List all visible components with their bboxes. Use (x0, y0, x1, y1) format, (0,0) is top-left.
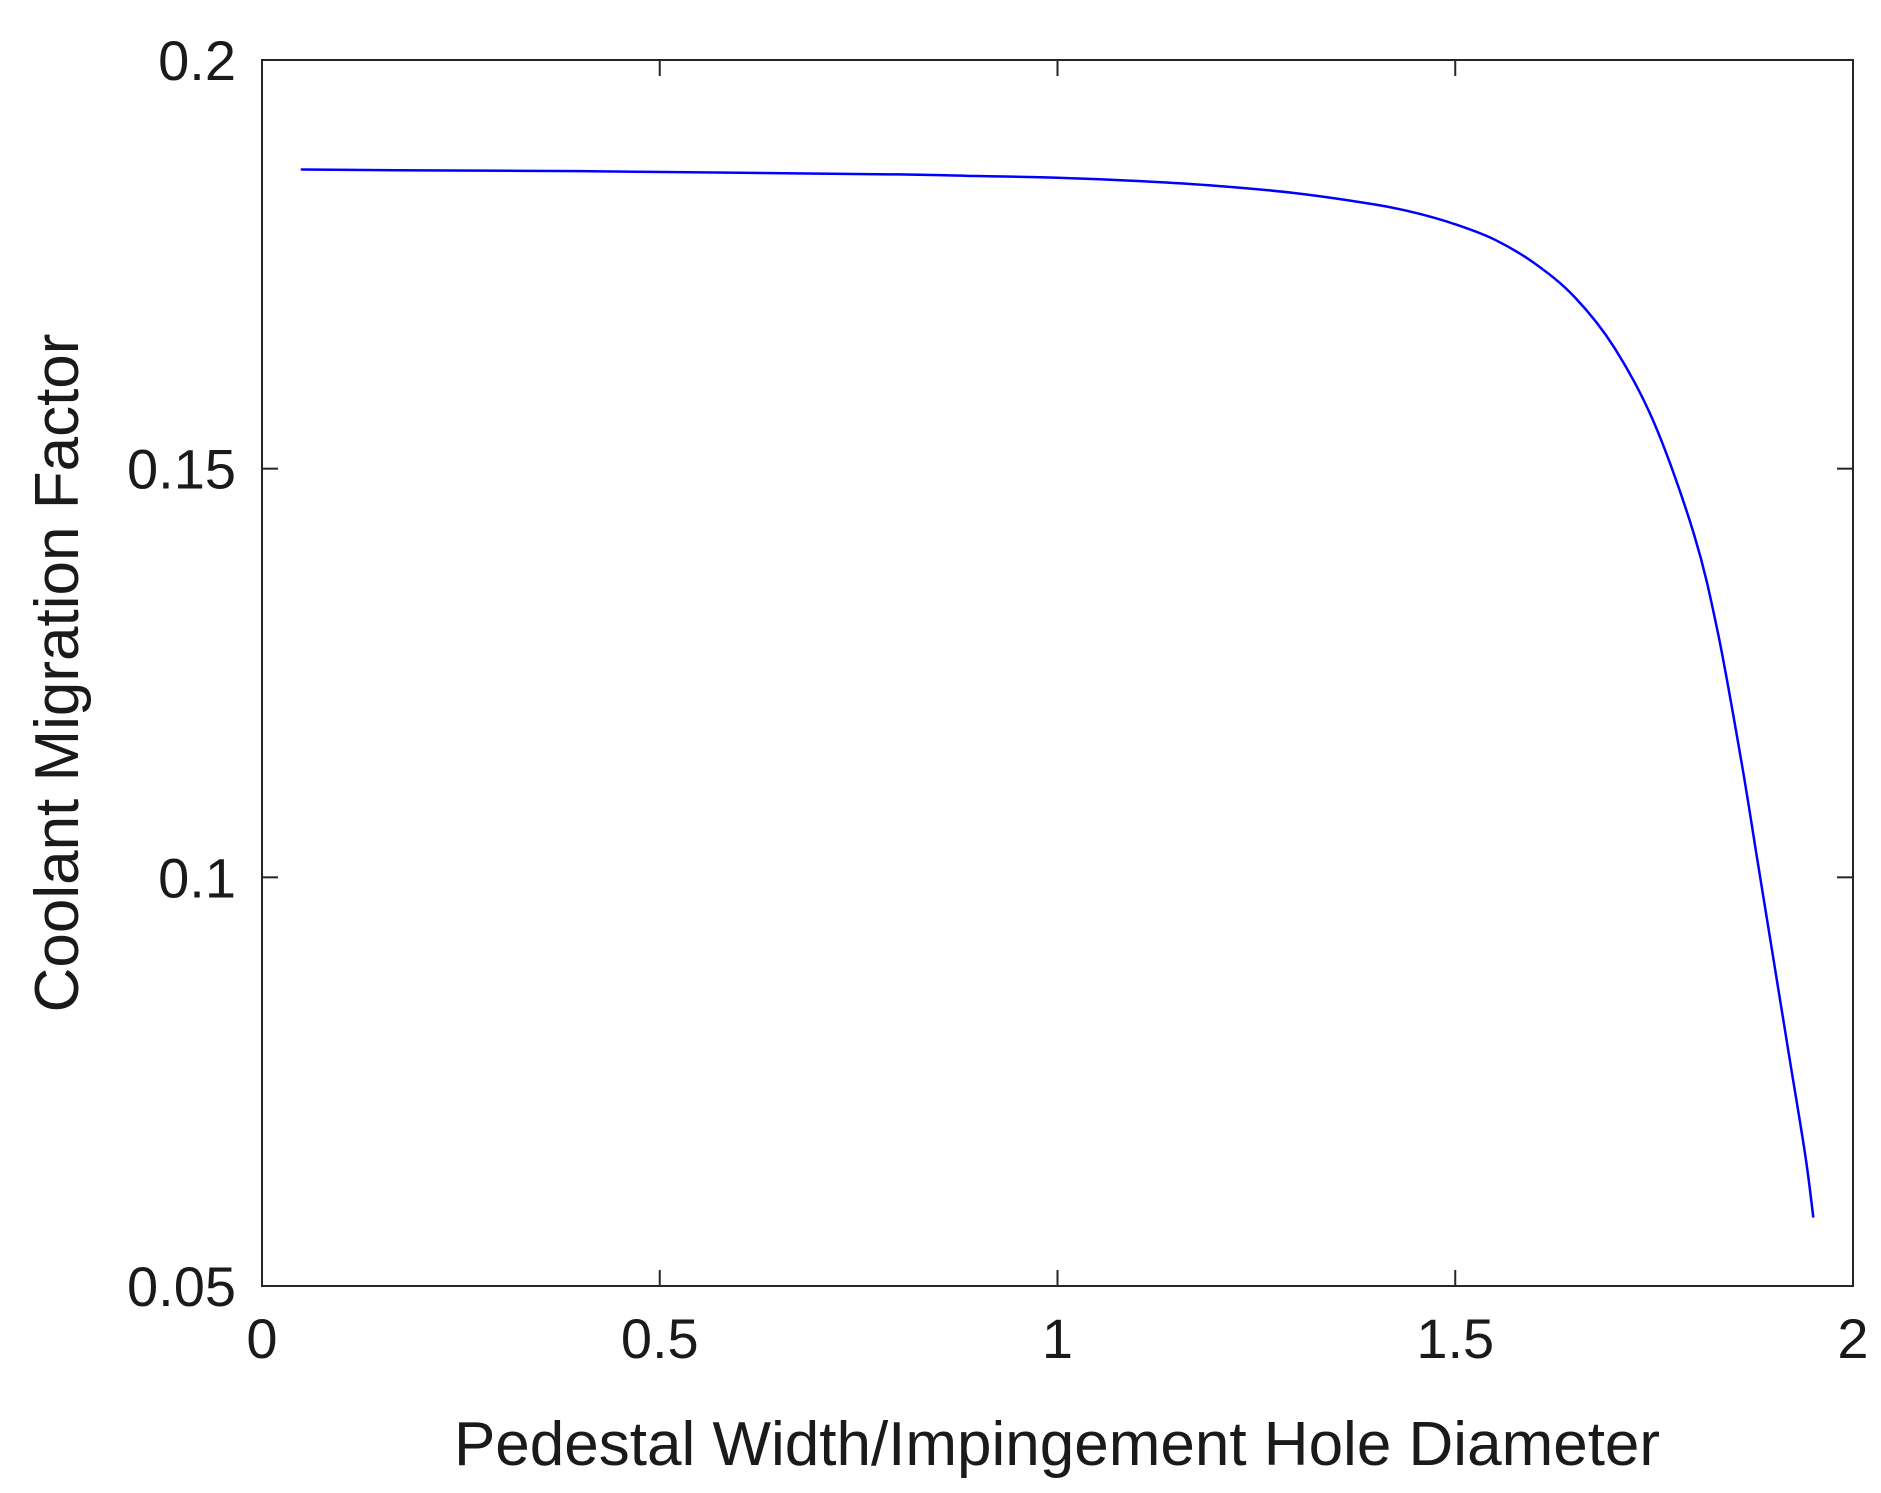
axes-box (261, 59, 1854, 1287)
y-axis-title: Coolant Migration Factor (23, 334, 92, 1013)
y-tick-label: 0.2 (158, 29, 236, 92)
x-tick-label: 0 (246, 1307, 277, 1370)
series-layer (300, 168, 1815, 1218)
x-tick-label: 2 (1837, 1307, 1868, 1370)
series-line (300, 168, 1815, 1218)
x-tick-label: 1 (1042, 1307, 1073, 1370)
x-axis-title: Pedestal Width/Impingement Hole Diameter (454, 1410, 1660, 1479)
plot-area (262, 60, 1853, 1286)
y-tick-labels: 0.05 0.1 0.15 0.2 (127, 29, 236, 1318)
y-tick-label: 0.15 (127, 438, 236, 501)
x-tick-labels: 0 0.5 1 1.5 2 (246, 1307, 1868, 1370)
y-tick-label: 0.1 (158, 846, 236, 909)
x-tick-label: 1.5 (1416, 1307, 1494, 1370)
x-tick-label: 0.5 (621, 1307, 699, 1370)
y-tick-label: 0.05 (127, 1255, 236, 1318)
